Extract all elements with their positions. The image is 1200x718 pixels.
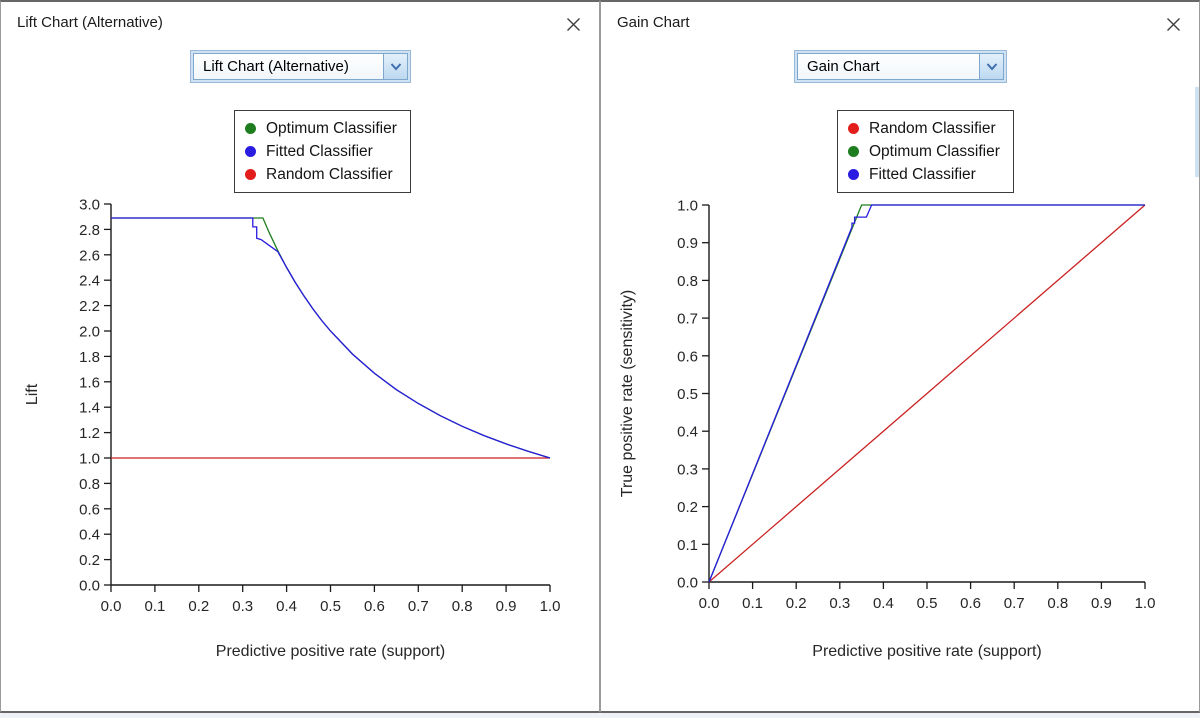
close-icon	[1166, 17, 1180, 31]
y-tick-label: 0.5	[677, 386, 698, 403]
y-tick-label: 2.0	[79, 324, 100, 341]
x-tick-label: 0.4	[873, 595, 894, 612]
titlebar: Gain Chart	[601, 2, 1199, 46]
legend: Optimum Classifier Fitted Classifier Rando…	[234, 110, 411, 193]
y-tick-label: 0.7	[677, 311, 698, 328]
y-axis-label: True positive rate (sensitivity)	[619, 290, 636, 497]
legend-dot-icon	[245, 146, 256, 157]
x-axis-label: Predictive positive rate (support)	[812, 643, 1041, 660]
y-tick-label: 0.3	[677, 461, 698, 478]
x-tick-label: 0.0	[101, 598, 122, 615]
legend-item: Optimum Classifier	[245, 118, 397, 139]
legend: Random Classifier Optimum Classifier Fitte…	[837, 110, 1014, 193]
series-fitted-classifier	[708, 204, 1145, 583]
x-tick-label: 0.9	[1091, 595, 1112, 612]
y-tick-label: 1.0	[79, 451, 100, 468]
chevron-down-icon[interactable]	[979, 53, 1004, 80]
x-tick-label: 0.3	[232, 598, 253, 615]
legend-label: Optimum Classifier	[266, 120, 397, 137]
lift-chart-plot: 0.0 0.1 0.2 0.3 0.4 0.5 0.6 0.7 0.8 0.9 1.0 0.0 0.2 0…	[24, 197, 561, 661]
y-tick-label: 1.0	[677, 198, 698, 215]
x-tick-label: 0.1	[144, 598, 165, 615]
series-fitted-classifier	[111, 217, 551, 459]
x-tick-label: 0.7	[408, 598, 429, 615]
x-tick-label: 0.1	[742, 595, 763, 612]
y-tick-label: 1.2	[79, 425, 100, 442]
y-tick-label: 1.6	[79, 374, 100, 391]
chart-type-select-value: Lift Chart (Alternative)	[193, 53, 383, 80]
y-tick-label: 0.6	[79, 501, 100, 518]
x-tick-label: 0.6	[364, 598, 385, 615]
legend-dot-icon	[848, 169, 859, 180]
gain-chart-window: Gain Chart Gain Chart Random Classifier O…	[600, 0, 1200, 713]
y-tick-label: 0.0	[79, 578, 100, 595]
legend-label: Fitted Classifier	[869, 166, 976, 183]
y-tick-label: 0.8	[677, 273, 698, 290]
series-random-classifier	[708, 204, 1146, 583]
y-tick-label: 2.8	[79, 222, 100, 239]
y-tick-label: 0.4	[677, 424, 698, 441]
x-tick-label: 0.5	[917, 595, 938, 612]
y-tick-label: 3.0	[79, 197, 100, 214]
legend-dot-icon	[245, 123, 256, 134]
y-tick-label: 0.0	[677, 575, 698, 592]
y-tick-label: 0.2	[79, 552, 100, 569]
legend-dot-icon	[848, 146, 859, 157]
x-tick-label: 1.0	[540, 598, 561, 615]
x-tick-label: 1.0	[1135, 595, 1156, 612]
x-tick-label: 0.4	[276, 598, 297, 615]
legend-label: Fitted Classifier	[266, 143, 373, 160]
x-tick-label: 0.9	[496, 598, 517, 615]
x-tick-label: 0.2	[786, 595, 807, 612]
legend-label: Random Classifier	[266, 166, 393, 183]
close-icon	[566, 17, 580, 31]
y-tick-label: 0.6	[677, 348, 698, 365]
chevron-down-icon[interactable]	[383, 53, 408, 80]
x-tick-label: 0.3	[829, 595, 850, 612]
y-tick-label: 2.2	[79, 298, 100, 315]
x-tick-label: 0.5	[320, 598, 341, 615]
chart-type-select-value: Gain Chart	[797, 53, 979, 80]
y-tick-label: 1.4	[79, 400, 100, 417]
legend-item: Random Classifier	[245, 164, 397, 185]
legend-item: Random Classifier	[848, 118, 1000, 139]
x-tick-label: 0.8	[1047, 595, 1068, 612]
y-tick-label: 1.8	[79, 349, 100, 366]
x-tick-label: 0.0	[699, 595, 720, 612]
y-tick-label: 0.1	[677, 537, 698, 554]
legend-label: Optimum Classifier	[869, 143, 1000, 160]
legend-item: Optimum Classifier	[848, 141, 1000, 162]
x-tick-label: 0.7	[1004, 595, 1025, 612]
y-tick-label: 0.9	[677, 235, 698, 252]
legend-item: Fitted Classifier	[848, 164, 1000, 185]
lift-chart-window: Lift Chart (Alternative) Lift Chart (Alt…	[0, 0, 600, 713]
window-title: Lift Chart (Alternative)	[17, 14, 163, 31]
chart-type-select[interactable]: Gain Chart	[794, 50, 1007, 83]
x-tick-label: 0.8	[452, 598, 473, 615]
y-tick-label: 2.6	[79, 247, 100, 264]
y-tick-label: 0.4	[79, 527, 100, 544]
series-optimum-classifier	[111, 217, 551, 459]
gain-chart-plot: 0.0 0.1 0.2 0.3 0.4 0.5 0.6 0.7 0.8 0.9 1.0 0.0 0.1 0…	[619, 198, 1156, 661]
x-tick-label: 0.6	[960, 595, 981, 612]
window-title: Gain Chart	[617, 14, 690, 31]
chart-type-select[interactable]: Lift Chart (Alternative)	[190, 50, 411, 83]
legend-item: Fitted Classifier	[245, 141, 397, 162]
legend-dot-icon	[848, 123, 859, 134]
legend-dot-icon	[245, 169, 256, 180]
y-axis-label: Lift	[24, 383, 41, 405]
y-tick-label: 0.8	[79, 476, 100, 493]
background-scrollbar-sliver	[1195, 87, 1199, 177]
close-button[interactable]	[564, 15, 582, 33]
legend-label: Random Classifier	[869, 120, 996, 137]
x-axis-label: Predictive positive rate (support)	[216, 643, 445, 660]
y-tick-label: 2.4	[79, 273, 100, 290]
close-button[interactable]	[1164, 15, 1182, 33]
titlebar: Lift Chart (Alternative)	[1, 2, 599, 46]
y-tick-label: 0.2	[677, 499, 698, 516]
x-tick-label: 0.2	[188, 598, 209, 615]
